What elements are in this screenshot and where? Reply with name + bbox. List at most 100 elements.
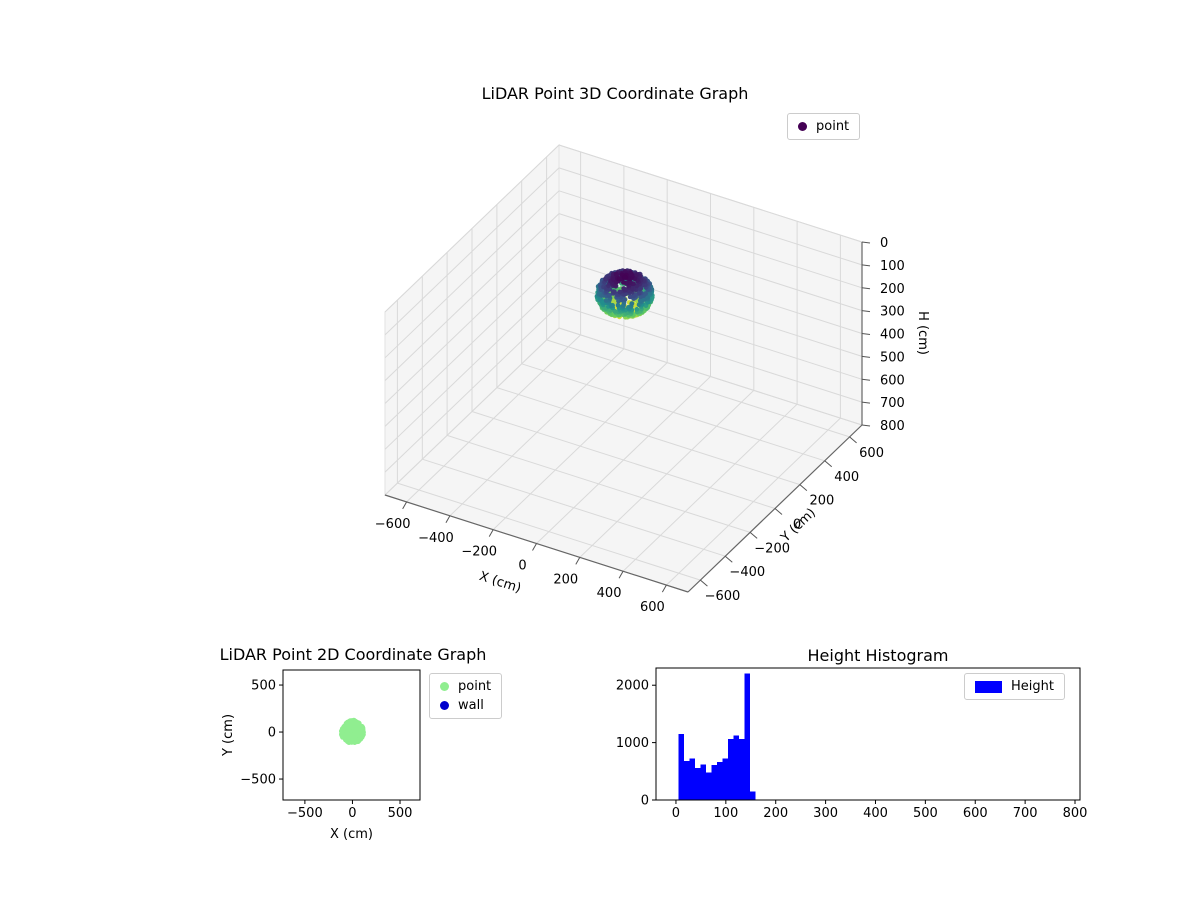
histogram-bar <box>722 758 728 800</box>
histogram-bar <box>705 772 712 800</box>
histogram-bar <box>727 739 734 800</box>
point <box>359 728 366 734</box>
z-tick-label: 600 <box>880 373 905 388</box>
y-tick-label: 2000 <box>616 679 649 694</box>
plot-3d: −600−400−2000200400600−600−400−200020040… <box>375 143 930 615</box>
point <box>634 306 640 312</box>
y-tick <box>749 531 758 539</box>
x-tick-label: −400 <box>418 531 454 546</box>
grid-line <box>384 144 560 313</box>
x-tick <box>488 529 494 537</box>
point <box>350 735 357 741</box>
grid-line <box>384 304 560 473</box>
x-tick <box>618 570 624 579</box>
legend-2d: point wall <box>429 673 503 719</box>
axes-frame <box>655 667 1081 801</box>
z-tick <box>861 310 871 313</box>
point-marker-icon <box>798 122 807 131</box>
z-tick-label: 200 <box>880 282 905 297</box>
x-tick-label: 700 <box>1013 806 1038 821</box>
z-tick <box>861 424 871 427</box>
grid-line <box>496 387 801 486</box>
z-tick-label: 800 <box>880 419 905 434</box>
x-axis-label: X (cm) <box>477 569 523 596</box>
point <box>617 276 623 282</box>
x-tick-label: −200 <box>461 545 497 560</box>
x-tick-label: 0 <box>672 806 680 821</box>
grid-line <box>384 259 560 427</box>
z-tick-label: 400 <box>880 328 905 343</box>
y-tick-label: 0 <box>641 794 649 809</box>
y-tick <box>849 436 857 444</box>
grid-line <box>384 236 560 404</box>
height-patch-icon <box>975 680 1002 693</box>
z-tick <box>861 333 871 335</box>
x-tick-label: −600 <box>375 517 411 532</box>
grid-line <box>384 213 560 381</box>
grid-line <box>471 411 776 509</box>
histogram-bar <box>700 764 706 800</box>
point <box>603 276 608 282</box>
grid-3d <box>384 144 863 586</box>
legend-label: point <box>458 679 492 694</box>
point-marker-icon <box>440 682 449 691</box>
grid-line <box>546 339 850 438</box>
y-tick-label: 0 <box>793 518 801 533</box>
z-tick <box>861 355 871 358</box>
x-axis-label: X (cm) <box>330 827 373 842</box>
point <box>615 302 621 308</box>
histogram-bar <box>694 767 701 800</box>
y-tick-label: 0 <box>268 726 276 741</box>
x-tick-label: 400 <box>863 806 888 821</box>
legend-3d: point <box>787 113 861 140</box>
scatter-points-2d <box>339 717 366 745</box>
y-tick <box>799 484 808 492</box>
x-tick-label: 0 <box>348 806 356 821</box>
x-tick <box>402 501 408 510</box>
y-tick-label: 600 <box>859 446 884 461</box>
legend-label: wall <box>458 698 484 713</box>
y-tick <box>774 508 783 515</box>
x-tick <box>532 543 537 551</box>
plot-histogram: 0 100 200 300 400 500 600 700 800 0 1000 2000 <box>616 667 1088 821</box>
plot-2d: −500 0 500 −500 0 500 X (cm) Y (cm) <box>221 669 421 842</box>
y-tick-label: 400 <box>834 470 859 485</box>
title-histogram: Height Histogram <box>807 646 949 665</box>
legend-item-height: Height <box>975 679 1054 694</box>
title-3d: LiDAR Point 3D Coordinate Graph <box>481 84 749 103</box>
z-tick <box>861 287 871 290</box>
x-tick-label: 600 <box>963 806 988 821</box>
y-tick-label: 200 <box>809 494 834 509</box>
point <box>622 274 628 280</box>
histogram-bar <box>733 735 739 800</box>
histogram-bar <box>711 765 717 800</box>
x-tick-label: 800 <box>1063 806 1088 821</box>
x-tick-label: 100 <box>713 806 738 821</box>
z-tick-label: 300 <box>880 305 905 320</box>
y-tick-label: −500 <box>240 773 276 788</box>
point <box>611 289 616 294</box>
z-tick-label: 500 <box>880 350 905 365</box>
y-tick-label: −600 <box>705 589 741 604</box>
y-tick-label: −200 <box>754 541 790 556</box>
y-tick-label: 1000 <box>616 736 649 751</box>
x-tick <box>575 557 581 565</box>
legend-histogram: Height <box>964 673 1065 700</box>
y-axis-label: Y (cm) <box>777 506 818 547</box>
point <box>356 736 363 742</box>
point <box>617 289 623 295</box>
grid-line <box>558 190 863 289</box>
z-tick <box>861 264 871 267</box>
x-tick-label: 500 <box>388 806 413 821</box>
wall-marker-icon <box>440 701 449 710</box>
x-tick-label: 600 <box>640 600 665 615</box>
histogram-bar <box>678 734 684 800</box>
x-tick-label: 500 <box>913 806 938 821</box>
grid-line <box>521 363 825 462</box>
legend-item-wall: wall <box>440 698 491 713</box>
point <box>349 724 356 730</box>
axes-frame <box>282 669 421 801</box>
scatter-points-3d <box>594 268 655 320</box>
y-tick <box>724 555 733 563</box>
